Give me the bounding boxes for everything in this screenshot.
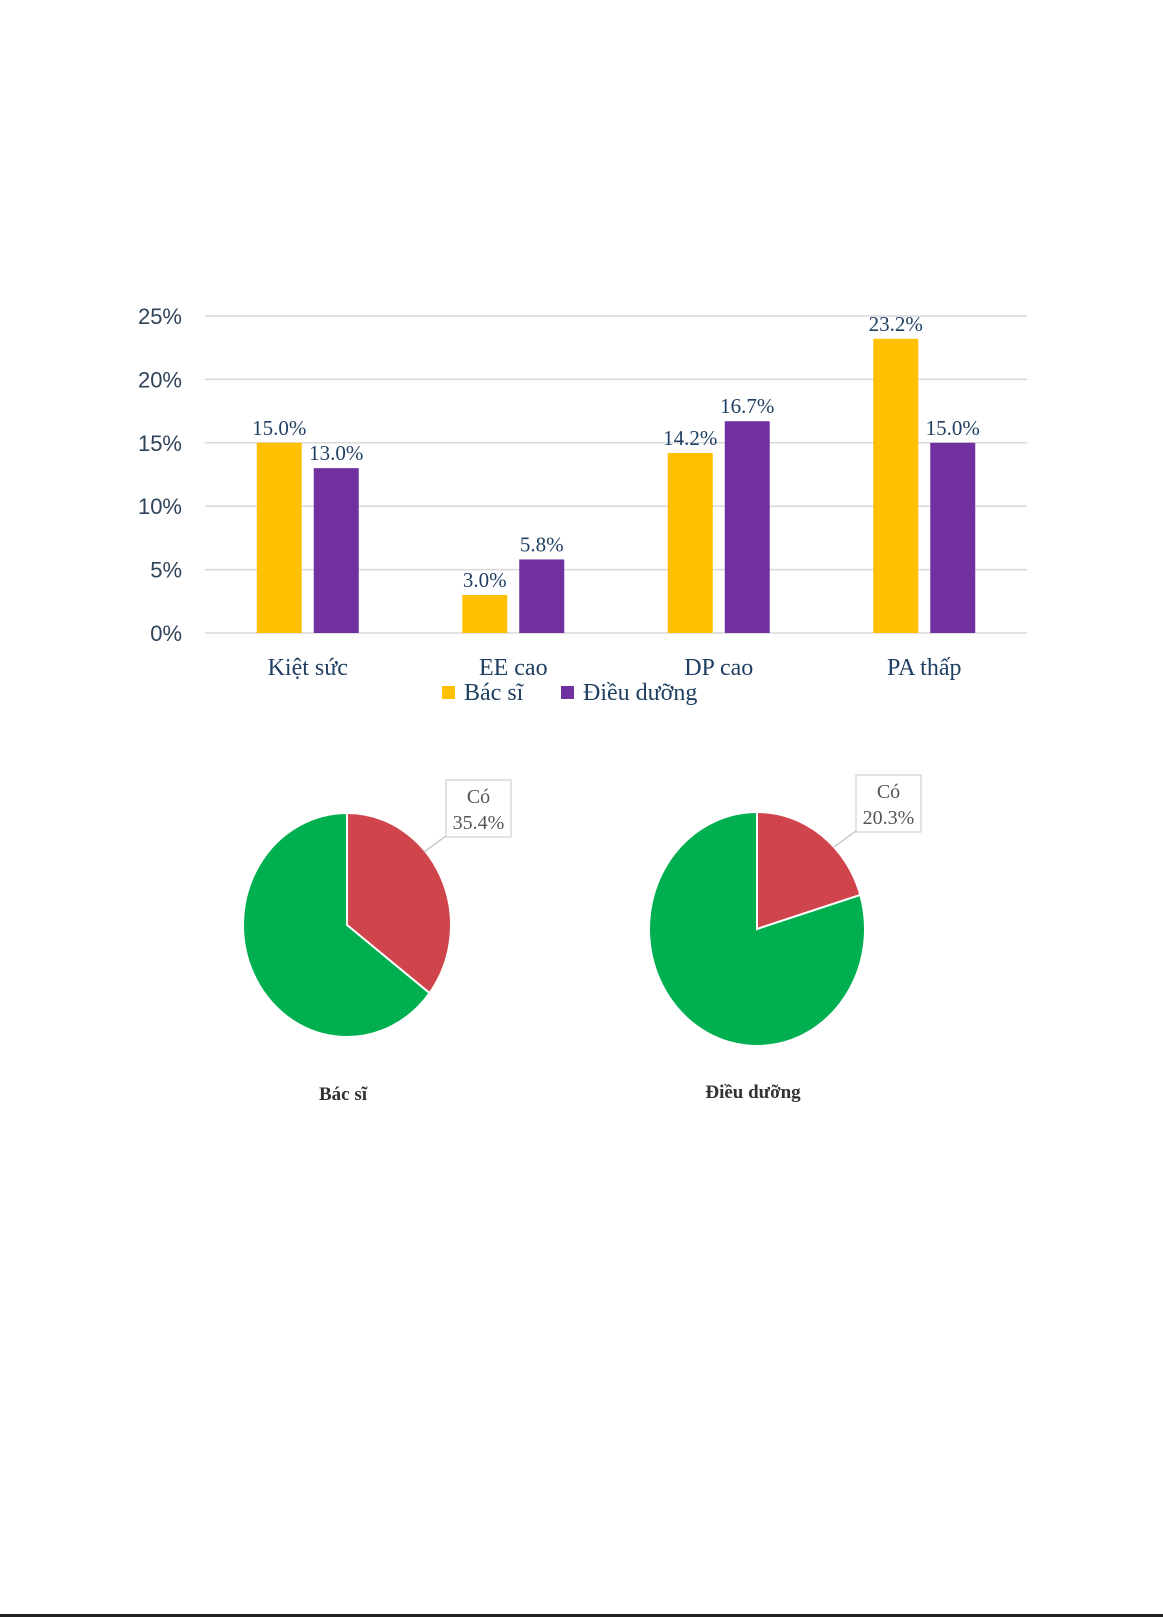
bar-dieu-duong bbox=[313, 468, 359, 633]
bar-bac-si bbox=[462, 594, 508, 633]
data-labels: 15.0%13.0%3.0%5.8%14.2%16.7%23.2%15.0% bbox=[252, 312, 980, 592]
y-tick-label: 0% bbox=[150, 621, 182, 646]
callout-box bbox=[855, 774, 922, 833]
legend-swatch bbox=[561, 686, 574, 699]
bar-dieu-duong bbox=[519, 559, 565, 633]
bar-bac-si bbox=[256, 442, 302, 633]
x-axis-categories: Kiệt sức EE cao DP cao PA thấp bbox=[268, 655, 962, 681]
bar-bac-si bbox=[667, 452, 713, 633]
page-bottom-rule bbox=[0, 1614, 1163, 1617]
pie-layer: Có 35.4% Bác sĩ Có 20.3% Điều dưỡng bbox=[242, 774, 922, 1105]
data-label: 13.0% bbox=[309, 441, 363, 465]
callout-value: 20.3% bbox=[863, 807, 915, 829]
x-category-label: DP cao bbox=[684, 655, 753, 681]
y-axis-ticks: 0% 5% 10% 15% 20% 25% bbox=[138, 304, 182, 646]
pie-title: Bác sĩ bbox=[319, 1084, 368, 1105]
data-label: 14.2% bbox=[663, 426, 717, 450]
pie-slice-other bbox=[648, 810, 866, 1047]
y-tick-label: 20% bbox=[138, 367, 182, 392]
y-tick-label: 25% bbox=[138, 304, 182, 329]
y-tick-label: 15% bbox=[138, 431, 182, 456]
pie-slice-co bbox=[756, 810, 862, 931]
data-label: 16.7% bbox=[720, 394, 774, 418]
y-tick-label: 5% bbox=[150, 558, 182, 583]
pie-chart-bac-si: Có 35.4% Bác sĩ bbox=[242, 779, 512, 1105]
legend-label: Bác sĩ bbox=[464, 680, 525, 706]
x-category-label: EE cao bbox=[479, 655, 548, 681]
data-label: 5.8% bbox=[520, 532, 564, 556]
callout-leader bbox=[833, 827, 861, 848]
legend-swatch bbox=[442, 686, 455, 699]
x-category-label: Kiệt sức bbox=[268, 655, 348, 681]
data-label: 23.2% bbox=[869, 312, 923, 336]
bars bbox=[256, 338, 976, 633]
data-label: 15.0% bbox=[252, 416, 306, 440]
pie-slice-co bbox=[346, 811, 452, 995]
bar-dieu-duong bbox=[724, 421, 770, 633]
data-label: 3.0% bbox=[463, 568, 507, 592]
data-label: 15.0% bbox=[926, 416, 980, 440]
legend: Bác sĩ Điều dưỡng bbox=[442, 680, 697, 706]
x-category-label: PA thấp bbox=[887, 655, 961, 681]
callout-label: Có bbox=[877, 781, 900, 803]
bar-bac-si bbox=[873, 338, 919, 633]
pie-chart-dieu-duong: Có 20.3% Điều dưỡng bbox=[648, 774, 922, 1103]
callout-leader bbox=[423, 832, 451, 853]
callout-label: Có bbox=[467, 786, 490, 808]
callout-box bbox=[445, 779, 512, 838]
y-tick-label: 10% bbox=[138, 494, 182, 519]
pie-slice-other bbox=[242, 811, 431, 1038]
callout-value: 35.4% bbox=[453, 812, 505, 834]
bar-chart: 0%5%10%15%20%25% 15.0%13.0%3.0%5.8%14.2%… bbox=[138, 304, 1027, 706]
legend-label: Điều dưỡng bbox=[583, 680, 697, 706]
pie-title: Điều dưỡng bbox=[705, 1082, 801, 1103]
bar-dieu-duong bbox=[930, 442, 976, 633]
